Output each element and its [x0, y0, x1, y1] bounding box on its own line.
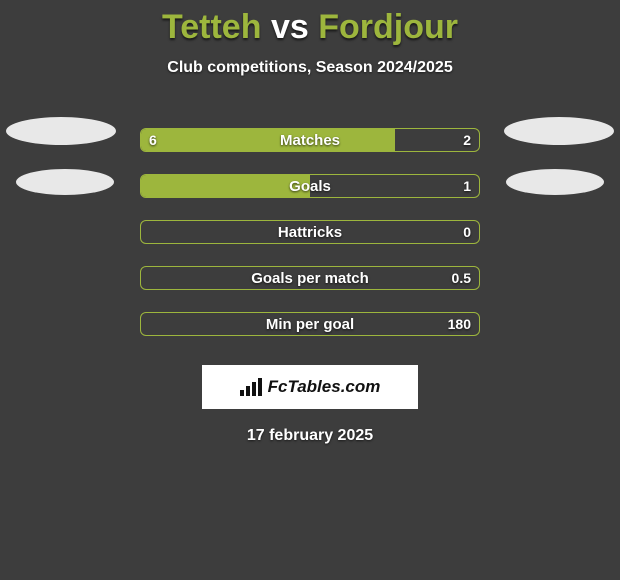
- bar-chart-icon: [240, 378, 262, 396]
- stat-value-left: 6: [149, 129, 157, 151]
- logo-text: FcTables.com: [268, 377, 381, 397]
- player2-name: Fordjour: [318, 8, 458, 46]
- stat-bar-track: Min per goal180: [140, 312, 480, 336]
- stat-bar-track: Goals per match0.5: [140, 266, 480, 290]
- stat-bar-track: Goals1: [140, 174, 480, 198]
- stat-bar-track: Matches6 2: [140, 128, 480, 152]
- stat-value-right: 2: [463, 129, 471, 151]
- stat-label: Min per goal: [141, 313, 479, 335]
- stat-value-right: 0: [463, 221, 471, 243]
- fctables-logo: FcTables.com: [202, 365, 418, 409]
- stat-label: Matches: [141, 129, 479, 151]
- stat-label: Goals: [141, 175, 479, 197]
- stat-row: Matches6 2: [0, 117, 620, 163]
- stat-label: Hattricks: [141, 221, 479, 243]
- stat-value-right: 1: [463, 175, 471, 197]
- stat-row: Goals1: [0, 163, 620, 209]
- comparison-chart: Matches6 2 Goals1 Hattricks0 Goals per match…: [0, 117, 620, 347]
- stat-value-right: 0.5: [452, 267, 471, 289]
- stat-bar-track: Hattricks0: [140, 220, 480, 244]
- vs-text: vs: [271, 8, 309, 46]
- stat-row: Goals per match0.5: [0, 255, 620, 301]
- stat-value-right: 180: [448, 313, 471, 335]
- stat-row: Min per goal180: [0, 301, 620, 347]
- subtitle: Club competitions, Season 2024/2025: [0, 59, 620, 77]
- player1-name: Tetteh: [162, 8, 261, 46]
- stat-label: Goals per match: [141, 267, 479, 289]
- date-line: 17 february 2025: [0, 427, 620, 445]
- stat-row: Hattricks0: [0, 209, 620, 255]
- comparison-title: Tetteh vs Fordjour: [0, 0, 620, 47]
